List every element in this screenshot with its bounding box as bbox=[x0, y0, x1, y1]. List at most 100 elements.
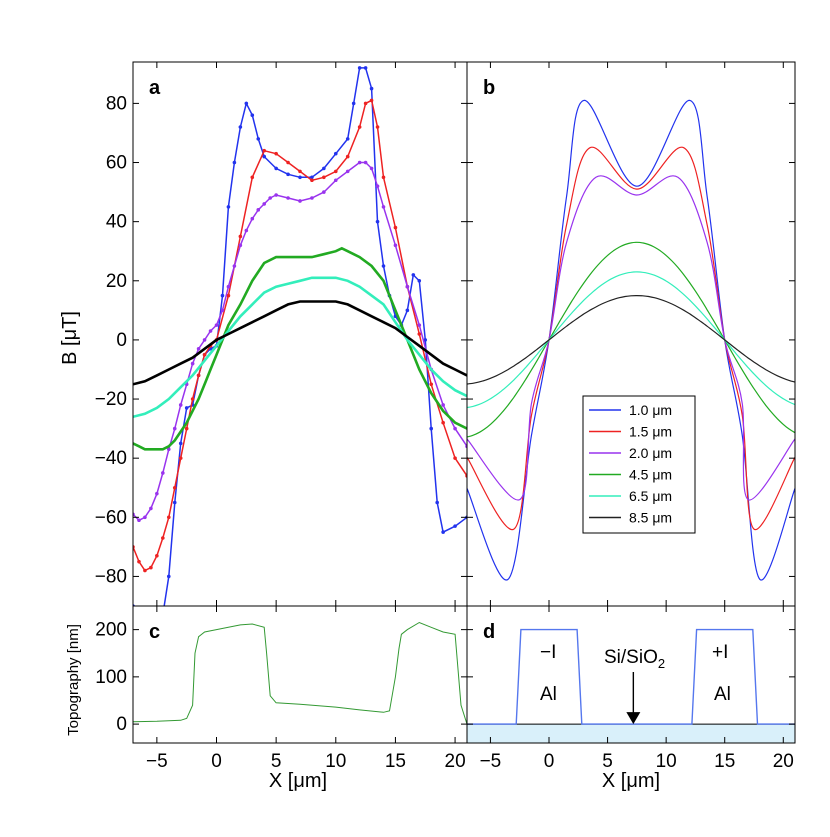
data-point-a-1 bbox=[441, 420, 445, 425]
data-point-a-1 bbox=[143, 568, 147, 573]
data-point-a-0 bbox=[435, 500, 439, 505]
data-point-a-0 bbox=[226, 205, 231, 209]
data-point-a-0 bbox=[375, 219, 380, 224]
data-point-a-1 bbox=[161, 536, 165, 540]
data-point-a-0 bbox=[172, 500, 177, 505]
arrow-head bbox=[626, 712, 641, 725]
x-tick-label-d: 15 bbox=[714, 751, 735, 772]
series-line-b-4 bbox=[467, 271, 795, 409]
data-point-a-1 bbox=[149, 565, 153, 570]
data-point-a-1 bbox=[137, 559, 141, 564]
data-point-a-1 bbox=[226, 293, 231, 298]
data-point-a-0 bbox=[244, 101, 249, 106]
series-line-b-5 bbox=[467, 295, 795, 385]
y-tick-label-a: −40 bbox=[95, 448, 127, 469]
series-line-a-5 bbox=[133, 300, 467, 386]
panel-d: −5 0 5 10 15 20 bbox=[466, 605, 796, 772]
data-point-a-2 bbox=[405, 284, 410, 289]
data-point-a-0 bbox=[262, 154, 267, 159]
data-point-a-1 bbox=[286, 160, 290, 165]
x-tick-label-c: 15 bbox=[385, 751, 406, 772]
series-line-a-0 bbox=[133, 67, 467, 606]
data-point-a-2 bbox=[363, 160, 368, 165]
data-point-a-0 bbox=[220, 293, 225, 298]
data-point-a-0 bbox=[143, 625, 147, 629]
data-point-a-2 bbox=[196, 346, 201, 351]
data-point-a-1 bbox=[429, 382, 434, 387]
data-point-a-2 bbox=[172, 426, 177, 431]
data-point-a-2 bbox=[214, 323, 219, 327]
data-point-a-1 bbox=[172, 485, 177, 490]
data-point-a-1 bbox=[178, 456, 183, 460]
data-point-a-1 bbox=[333, 169, 338, 174]
x-tick-label-d: 0 bbox=[544, 751, 555, 772]
panel-label-c: c bbox=[149, 621, 160, 643]
x-tick-label-d: 5 bbox=[602, 751, 613, 772]
series-line-a-1 bbox=[133, 99, 467, 572]
data-point-a-0 bbox=[333, 151, 338, 156]
data-point-a-1 bbox=[155, 553, 159, 558]
panel-label-a: a bbox=[149, 77, 161, 99]
annotation-right-sign: +I bbox=[712, 642, 728, 663]
data-point-a-2 bbox=[393, 243, 398, 248]
data-point-a-0 bbox=[417, 278, 422, 283]
data-point-a-2 bbox=[357, 160, 362, 165]
y-tick-label-c: 100 bbox=[95, 667, 127, 688]
panel-label-b: b bbox=[483, 77, 495, 99]
data-point-a-0 bbox=[166, 574, 171, 579]
data-point-a-2 bbox=[220, 308, 225, 313]
data-point-a-2 bbox=[310, 196, 314, 200]
data-point-a-2 bbox=[286, 196, 290, 200]
x-tick-label-d: 10 bbox=[656, 751, 677, 772]
data-point-a-0 bbox=[411, 273, 416, 277]
y-tick-label-c: 0 bbox=[116, 714, 127, 735]
x-tick-label-c: −5 bbox=[146, 751, 168, 772]
data-point-a-2 bbox=[161, 471, 165, 475]
series-line-b-2 bbox=[467, 175, 795, 501]
y-tick-label-a: −60 bbox=[95, 507, 127, 528]
data-point-a-0 bbox=[184, 406, 189, 410]
data-point-a-0 bbox=[429, 426, 434, 431]
data-point-a-2 bbox=[381, 205, 386, 209]
data-point-a-0 bbox=[178, 441, 183, 446]
x-tick-label-c: 0 bbox=[211, 751, 222, 772]
data-point-a-2 bbox=[155, 491, 159, 496]
y-tick-label-a: −20 bbox=[95, 389, 127, 410]
annotation-substrate: Si/SiO2 bbox=[604, 647, 665, 671]
data-point-a-2 bbox=[232, 264, 237, 268]
data-point-a-2 bbox=[322, 190, 326, 194]
data-point-a-1 bbox=[250, 175, 255, 180]
data-point-a-2 bbox=[262, 202, 267, 206]
legend-entry: 4.5 μm bbox=[629, 467, 672, 483]
data-point-a-1 bbox=[453, 456, 457, 460]
data-point-a-2 bbox=[453, 426, 457, 431]
legend-box bbox=[582, 395, 696, 534]
x-tick-label-d: −5 bbox=[480, 751, 502, 772]
y-tick-label-c: 200 bbox=[95, 620, 127, 641]
data-point-a-2 bbox=[345, 169, 350, 174]
x-tick-label-c: 5 bbox=[271, 751, 282, 772]
annotation-left-material: Al bbox=[540, 684, 557, 705]
data-point-a-2 bbox=[250, 216, 255, 221]
data-point-a-0 bbox=[381, 264, 386, 268]
y-tick-label-a: 80 bbox=[106, 93, 127, 114]
data-point-a-2 bbox=[417, 323, 422, 327]
data-point-a-1 bbox=[262, 148, 267, 153]
y-tick-label-a: 60 bbox=[106, 153, 127, 174]
legend-entry: 6.5 μm bbox=[629, 488, 672, 504]
panel-a: −80 −60 −40 −20 0 20 40 60 80 bbox=[95, 61, 468, 629]
data-point-a-2 bbox=[149, 506, 153, 511]
legend: 1.0 μm 1.5 μm 2.0 μm 4.5 μm 6.5 μm 8.5 μm bbox=[582, 395, 696, 534]
axes-frame-a bbox=[132, 61, 468, 607]
data-point-a-1 bbox=[393, 225, 398, 230]
data-point-a-2 bbox=[256, 208, 261, 212]
data-point-a-0 bbox=[137, 619, 141, 623]
data-point-a-2 bbox=[166, 447, 171, 452]
data-point-a-0 bbox=[250, 113, 255, 118]
data-point-a-2 bbox=[298, 199, 302, 203]
series-line-b-1 bbox=[467, 146, 795, 530]
data-point-a-2 bbox=[238, 243, 243, 248]
x-axis-label-d: X [μm] bbox=[602, 770, 660, 792]
data-point-a-0 bbox=[345, 137, 350, 141]
